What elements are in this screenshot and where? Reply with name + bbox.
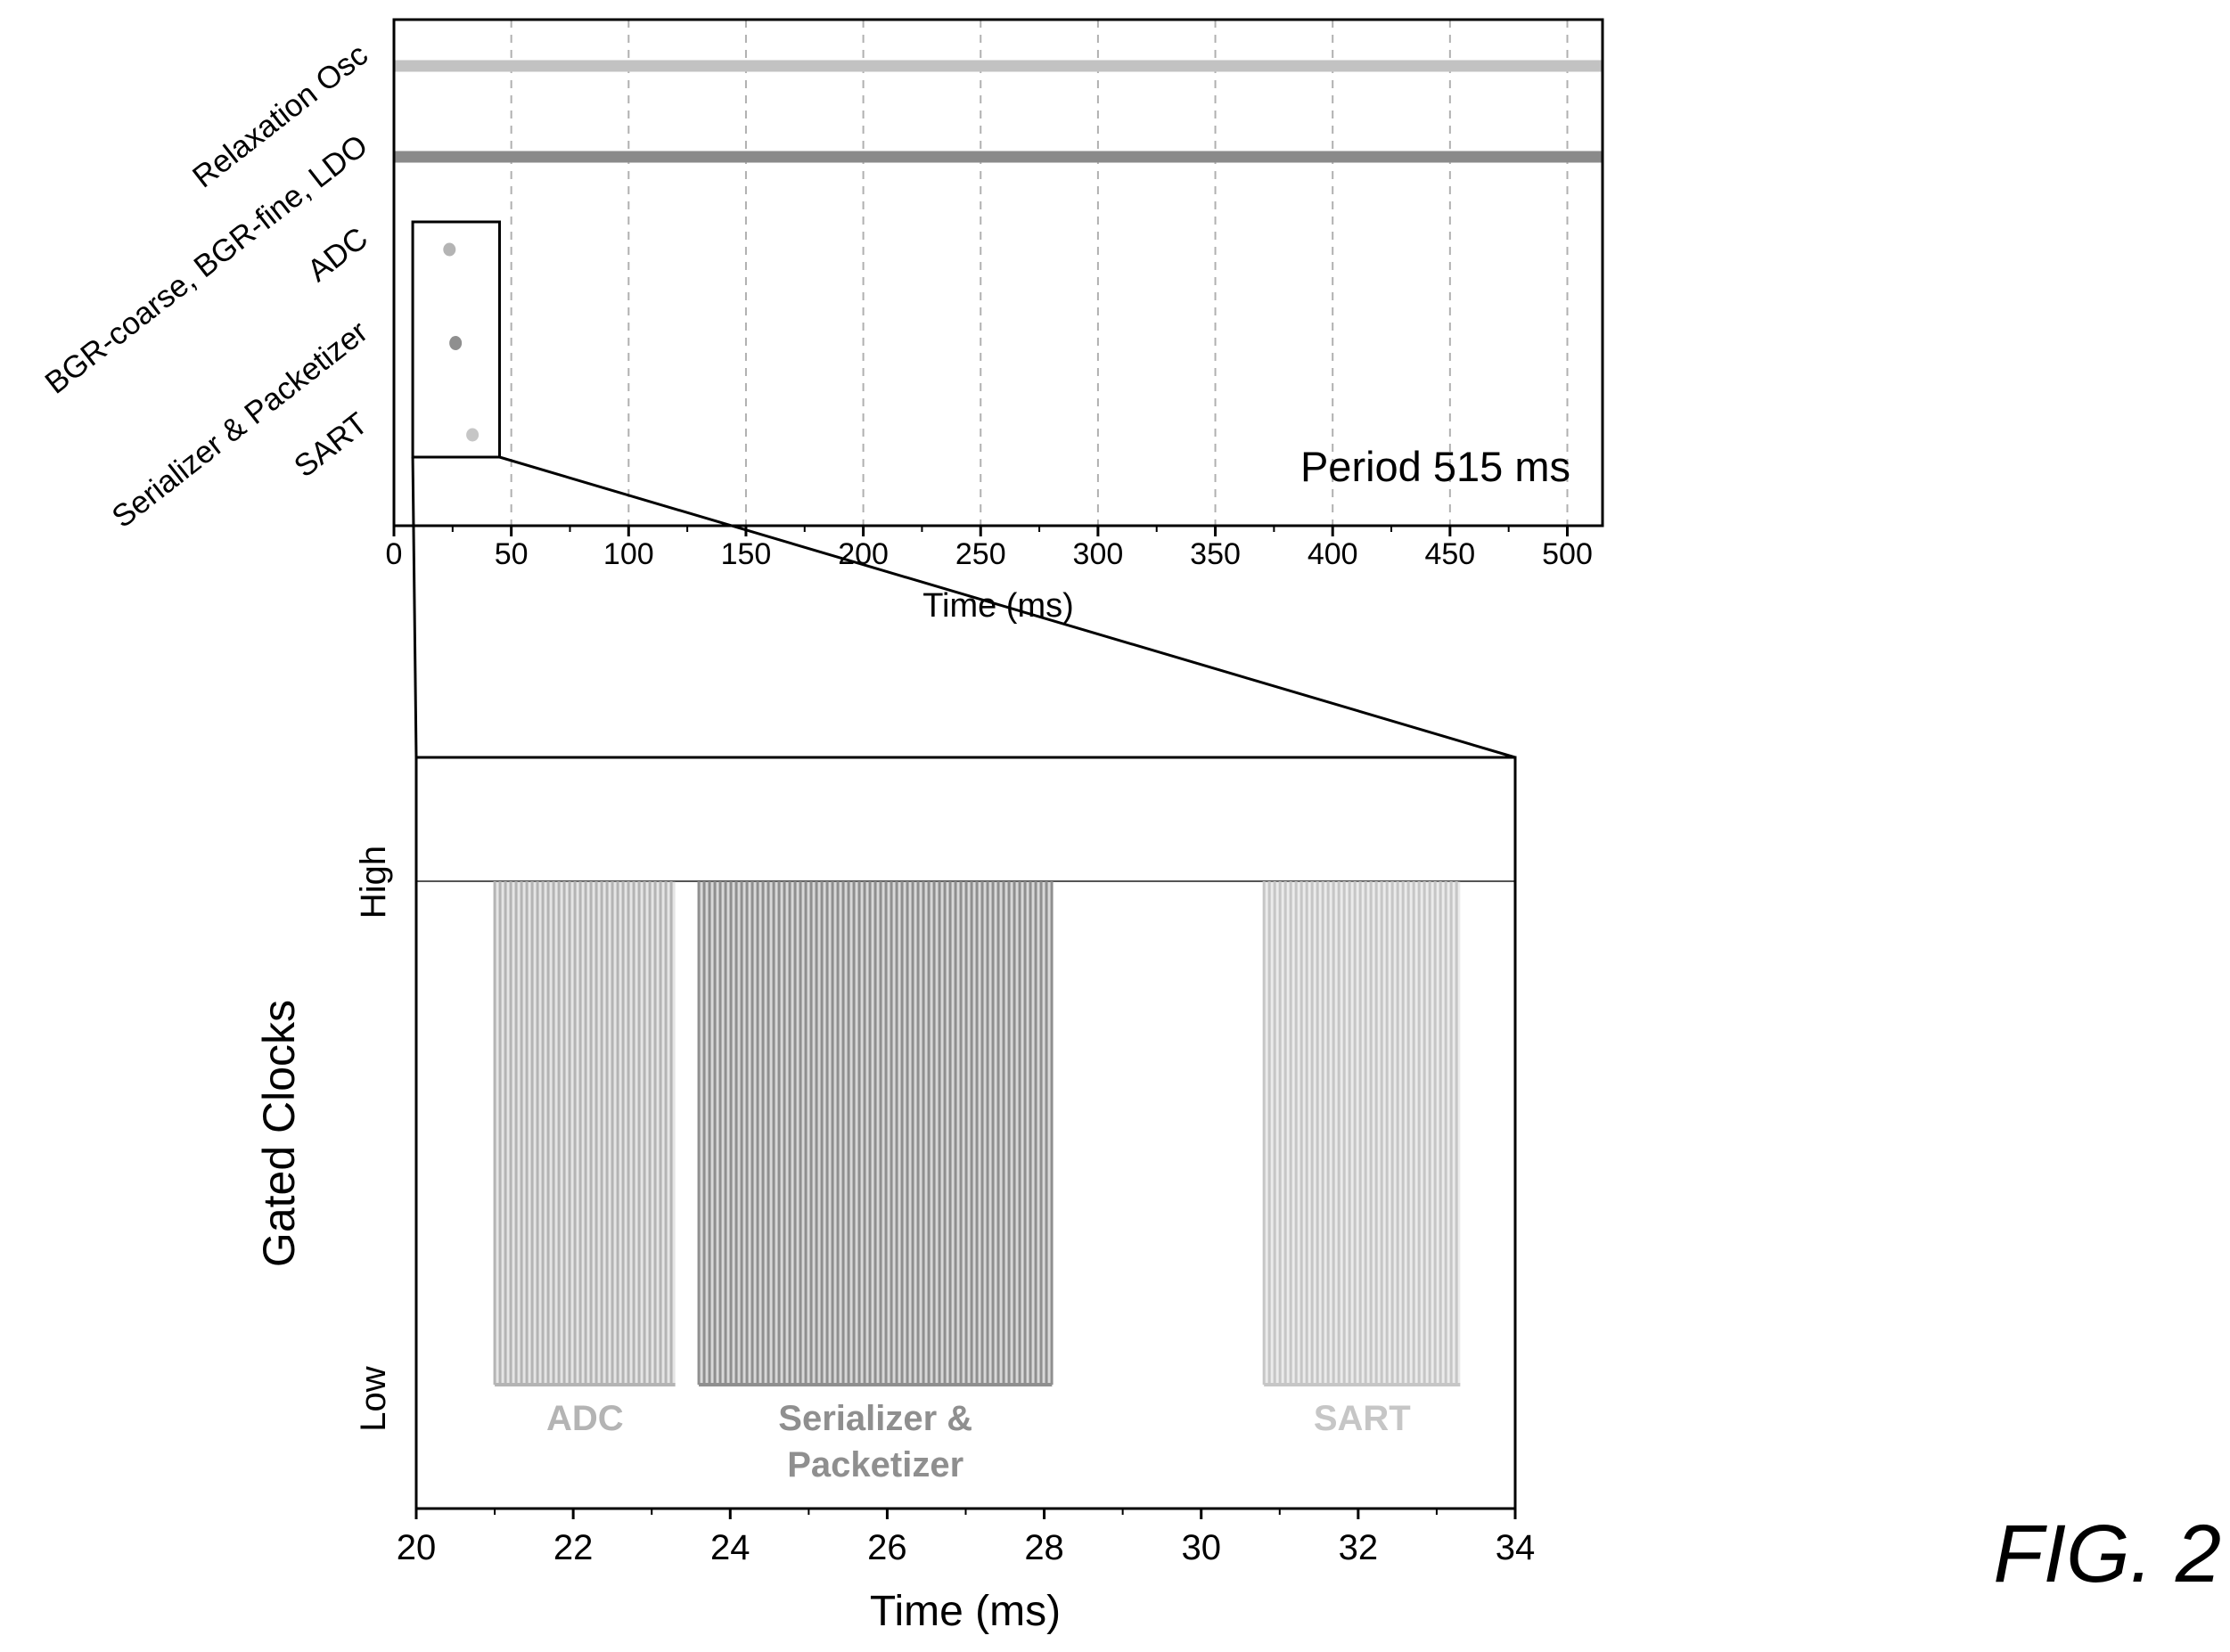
bottom-tick-label-20: 20 [397,1528,437,1567]
top-tick-label-0: 0 [386,537,403,571]
top-tick-label-250: 250 [955,537,1006,571]
bottom-tick-label-24: 24 [710,1528,750,1567]
top-tick-label-500: 500 [1542,537,1593,571]
row-bar-0-0 [394,60,1603,72]
connector-right [499,455,1516,759]
zoom-connector-lines [411,455,1516,759]
bottom-tick-label-26: 26 [867,1528,907,1567]
bottom-tick-label-34: 34 [1496,1528,1536,1567]
period-annotation: Period 515 ms [1300,443,1570,490]
top-tick-label-200: 200 [838,537,889,571]
top-tick-label-300: 300 [1073,537,1124,571]
row-label-4: SART [288,406,374,485]
burst-label-2: SART [1314,1399,1411,1438]
clock-burst-2 [1262,881,1461,1386]
bottom-gated-clock-chart: ADC Serializer & Packetizer SART 20 22 24 26 28 3… [254,756,1536,1635]
row-bar-2-0 [443,242,456,257]
zoom-window-box [411,220,501,459]
top-tick-label-400: 400 [1308,537,1358,571]
top-tick-label-100: 100 [603,537,654,571]
y-tick-low: Low [354,1366,393,1431]
clock-burst-1 [697,881,1054,1386]
row-bar-4-0 [466,428,480,442]
top-tick-label-350: 350 [1190,537,1241,571]
bottom-tick-label-28: 28 [1024,1528,1064,1567]
figure-label: FIG. 2 [1993,1509,2221,1599]
y-tick-high: High [354,846,393,919]
row-bar-1-0 [394,151,1603,163]
burst-label-0: ADC [546,1399,624,1438]
burst-label-1: Serializer & Packetizer [778,1399,972,1484]
row-label-2: ADC [301,221,374,289]
clock-burst-0 [493,881,676,1386]
top-tick-label-50: 50 [495,537,529,571]
top-tick-label-450: 450 [1424,537,1475,571]
bottom-tick-label-22: 22 [553,1528,594,1567]
bottom-y-axis-label: Gated Clocks [254,1000,304,1267]
bottom-tick-label-32: 32 [1339,1528,1379,1567]
connector-left [411,456,418,758]
top-tick-label-150: 150 [721,537,772,571]
bottom-tick-label-30: 30 [1181,1528,1221,1567]
top-plot-frame [392,18,1604,527]
bottom-x-axis-label: Time (ms) [870,1588,1061,1635]
row-bar-3-0 [449,336,463,350]
